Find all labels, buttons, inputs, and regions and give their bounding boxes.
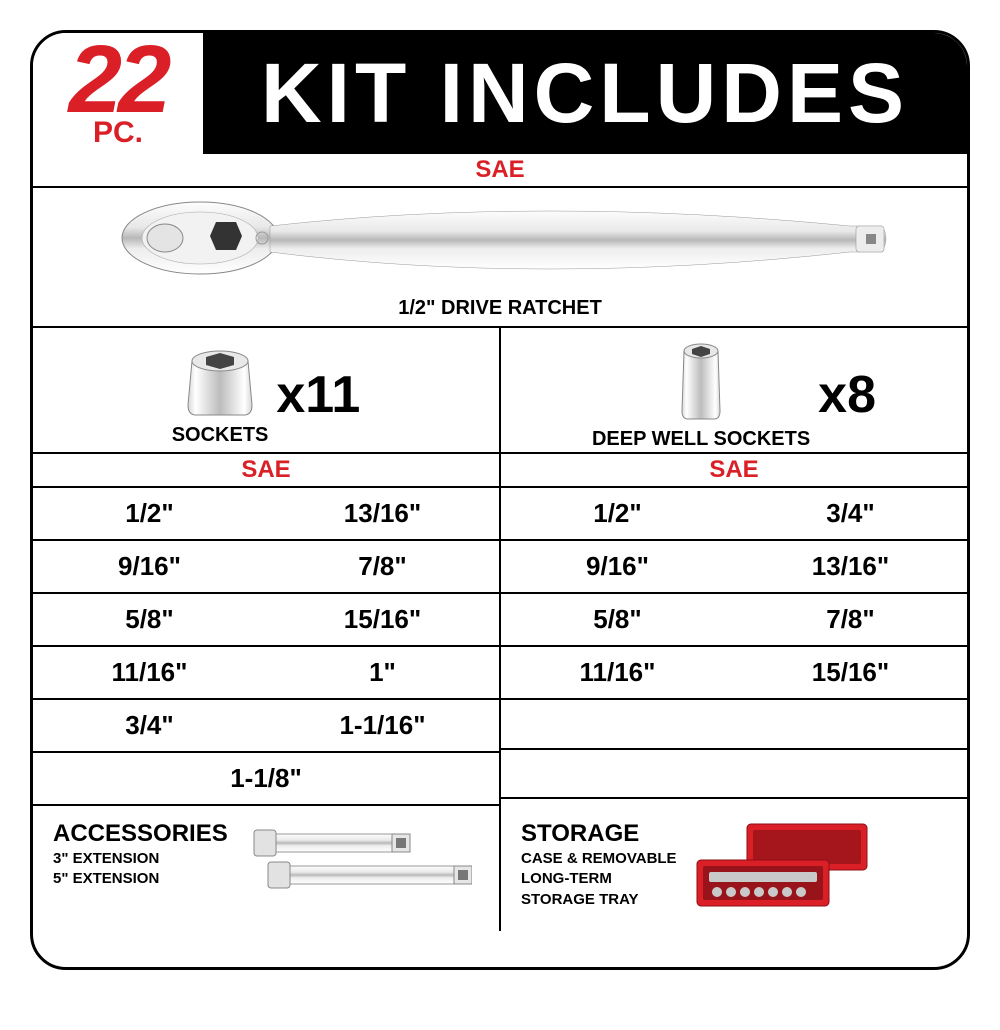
piece-count-block: 22 PC. xyxy=(33,33,203,154)
storage-line3: STORAGE TRAY xyxy=(521,891,677,910)
sockets-sizes: 1/2" 13/16" 9/16" 7/8" 5/8" 15/16" 11/16… xyxy=(33,488,499,806)
size-cell: 5/8" xyxy=(33,594,266,647)
size-cell: 3/4" xyxy=(734,488,967,541)
accessories-line2: 5" EXTENSION xyxy=(53,870,228,889)
accessories-title: ACCESSORIES xyxy=(53,820,228,848)
accessories-cell: ACCESSORIES 3" EXTENSION 5" EXTENSION xyxy=(33,806,501,931)
size-cell: 11/16" xyxy=(501,647,734,700)
sockets-header: SOCKETS x11 xyxy=(33,328,499,454)
size-cell: 7/8" xyxy=(734,594,967,647)
extensions-icon xyxy=(242,820,472,900)
deep-sockets-unit: SAE xyxy=(501,454,967,488)
deep-sockets-sizes: 1/2" 3/4" 9/16" 13/16" 5/8" 7/8" 11/16" … xyxy=(501,488,967,799)
title: KIT INCLUDES xyxy=(203,33,967,154)
ratchet-icon xyxy=(110,198,890,290)
socket-icon xyxy=(182,343,258,417)
size-cell: 11/16" xyxy=(33,647,266,700)
unit-system-row: SAE xyxy=(33,154,967,188)
storage-title: STORAGE xyxy=(521,820,677,848)
size-cell: 13/16" xyxy=(734,541,967,594)
sockets-count: x11 xyxy=(276,365,360,425)
sockets-row: SOCKETS x11 SAE 1/2" 13/16" 9/16" 7/8" 5… xyxy=(33,328,967,806)
size-cell: 1/2" xyxy=(33,488,266,541)
size-cell: 9/16" xyxy=(33,541,266,594)
accessories-line1: 3" EXTENSION xyxy=(53,850,228,869)
storage-line1: CASE & REMOVABLE xyxy=(521,850,677,869)
size-cell: 15/16" xyxy=(734,647,967,700)
deep-sockets-count: x8 xyxy=(818,365,876,425)
piece-count: 22 xyxy=(33,41,203,120)
deep-sockets-column: DEEP WELL SOCKETS x8 SAE 1/2" 3/4" 9/16"… xyxy=(501,328,967,806)
sockets-unit: SAE xyxy=(33,454,499,488)
bottom-row: ACCESSORIES 3" EXTENSION 5" EXTENSION ST… xyxy=(33,806,967,931)
size-cell-extra: 1-1/8" xyxy=(33,753,499,806)
storage-case-icon xyxy=(691,820,871,910)
storage-cell: STORAGE CASE & REMOVABLE LONG-TERM STORA… xyxy=(501,806,967,931)
size-cell: 13/16" xyxy=(266,488,499,541)
sockets-label: SOCKETS xyxy=(172,424,269,447)
size-cell: 9/16" xyxy=(501,541,734,594)
size-cell: 1" xyxy=(266,647,499,700)
size-cell: 1-1/16" xyxy=(266,700,499,753)
deep-sockets-header: DEEP WELL SOCKETS x8 xyxy=(501,328,967,454)
deep-socket-icon xyxy=(676,339,726,421)
empty-row xyxy=(501,750,967,799)
size-cell: 1/2" xyxy=(501,488,734,541)
size-cell: 3/4" xyxy=(33,700,266,753)
size-cell: 5/8" xyxy=(501,594,734,647)
header: 22 PC. KIT INCLUDES xyxy=(33,33,967,154)
size-cell: 7/8" xyxy=(266,541,499,594)
storage-line2: LONG-TERM xyxy=(521,870,677,889)
size-cell: 15/16" xyxy=(266,594,499,647)
ratchet-section: 1/2" DRIVE RATCHET xyxy=(33,188,967,328)
piece-count-label: PC. xyxy=(33,116,203,150)
sockets-column: SOCKETS x11 SAE 1/2" 13/16" 9/16" 7/8" 5… xyxy=(33,328,501,806)
ratchet-label: 1/2" DRIVE RATCHET xyxy=(33,297,967,320)
empty-row xyxy=(501,700,967,750)
kit-card: 22 PC. KIT INCLUDES SAE xyxy=(30,30,970,970)
deep-sockets-label: DEEP WELL SOCKETS xyxy=(592,428,810,451)
